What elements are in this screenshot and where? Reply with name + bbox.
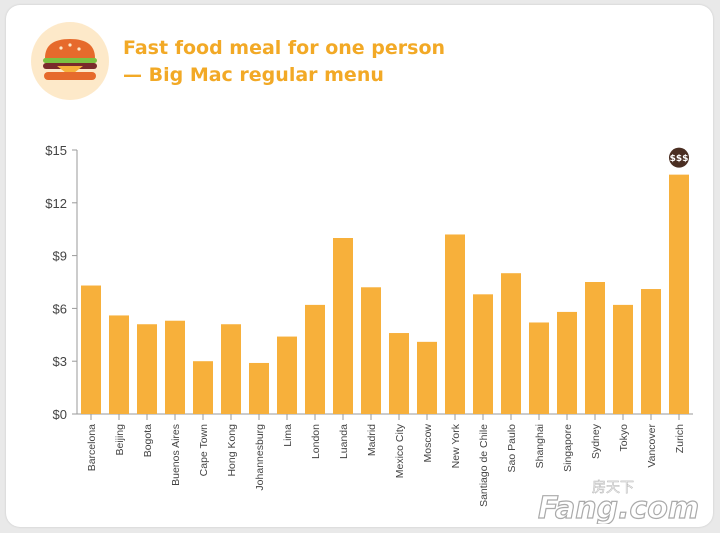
chart-title-line1: Fast food meal for one person [123,37,446,59]
x-tick-label: New York [450,423,462,468]
bar [305,304,325,414]
x-tick-label: Cape Town [198,424,210,477]
x-tick-label: Singapore [562,424,574,472]
bar [501,273,521,414]
y-tick-label: $12 [45,196,67,211]
bar [557,311,577,414]
bar [529,322,549,414]
x-tick-label: Barcelona [86,424,98,471]
bar [193,361,213,414]
chart-title-line2: — Big Mac regular menu [123,64,384,86]
bar [613,304,633,414]
watermark: 房天下 Fang.com [537,480,699,524]
bar [81,285,101,414]
x-tick-label: Tokyo [618,424,630,452]
bar [361,287,381,414]
x-tick-label: Lima [282,424,294,447]
x-tick-label: Buenos Aires [170,424,182,486]
bar [249,362,269,414]
money-badge-icon [669,147,689,168]
x-tick-label: Beijing [114,424,126,456]
x-tick-label: Moscow [422,424,434,463]
bar [109,315,129,414]
y-tick-label: $9 [53,249,67,264]
x-tick-label: Madrid [366,424,378,456]
bar [641,289,661,414]
y-tick-label: $15 [45,143,67,158]
bar [137,324,157,414]
x-tick-label: Johannesburg [254,424,266,491]
bar [333,238,353,414]
bar [417,341,437,414]
watermark-text: Fang.com [538,491,699,524]
x-tick-label: Mexico City [394,423,406,478]
chart-card [6,5,713,527]
x-tick-label: Zurich [674,424,686,453]
bar [221,324,241,414]
chart-title: Fast food meal for one person — Big Mac … [123,35,445,89]
bar [585,282,605,414]
y-tick-label: $3 [53,354,67,369]
x-tick-label: Hong Kong [226,424,238,477]
money-badge-label: $$$ [670,154,689,164]
x-tick-label: Vancover [646,424,658,468]
x-tick-label: Luanda [338,424,350,459]
bar [669,174,689,414]
x-tick-label: Sydney [590,423,602,459]
y-tick-label: $6 [53,301,67,316]
x-tick-label: London [310,424,322,459]
y-tick-label: $0 [53,407,67,422]
bar [165,320,185,414]
x-tick-label: Sao Paulo [506,424,518,473]
burger-icon [31,22,109,100]
x-tick-label: Bogota [142,424,154,457]
watermark-cn-text: 房天下 [592,480,634,496]
x-tick-label: Santiago de Chile [478,424,490,507]
bar [473,294,493,414]
bar [445,234,465,414]
x-tick-label: Shanghai [534,424,546,468]
bar [389,333,409,414]
bar [277,336,297,414]
